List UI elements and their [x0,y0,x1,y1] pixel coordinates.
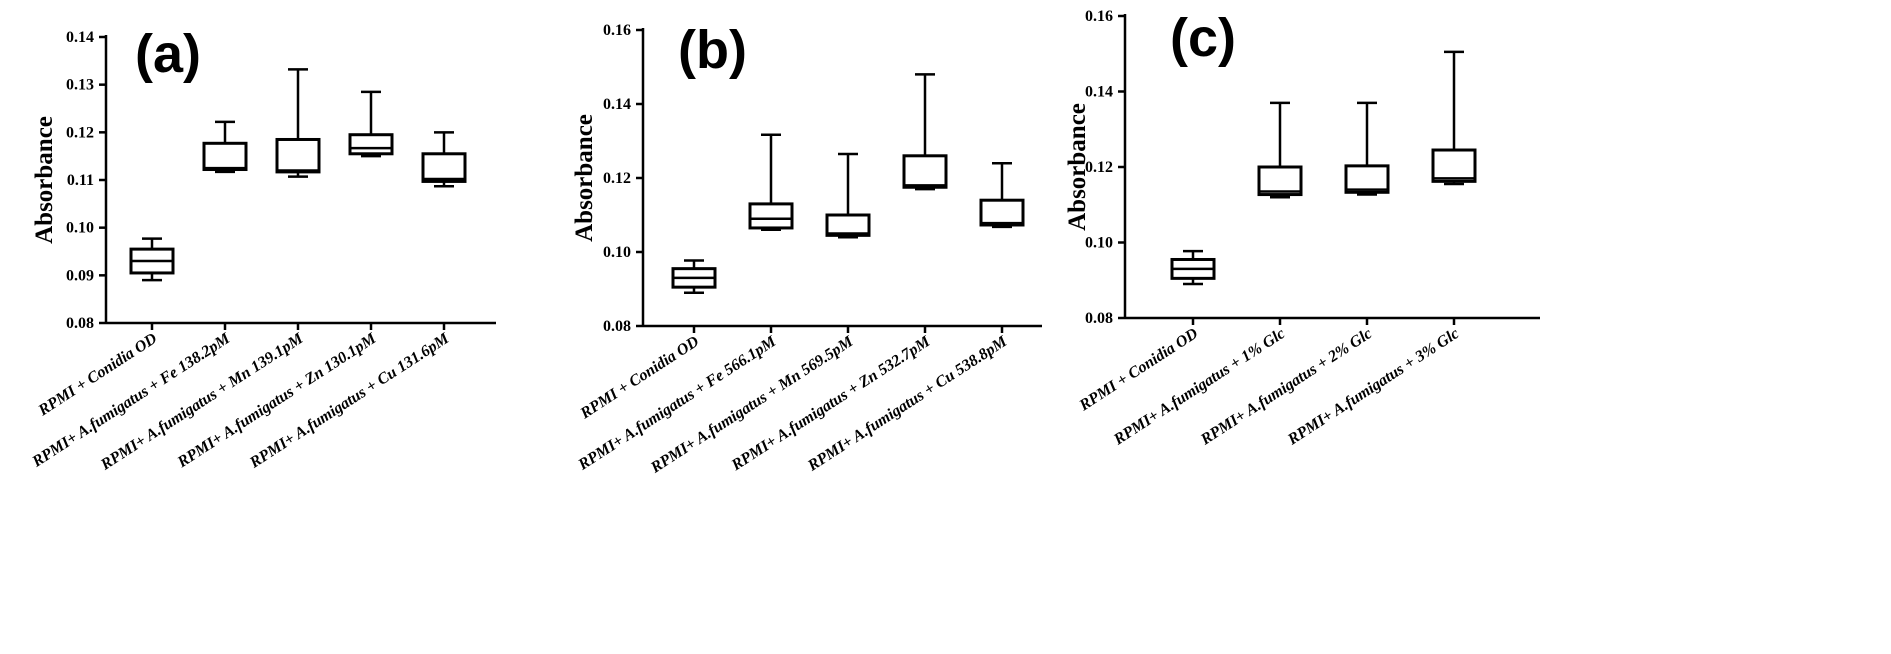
box-plot-3 [275,68,321,178]
y-tick-label: 0.12 [66,124,94,141]
iqr-box [202,141,248,172]
y-tick-label: 0.12 [1085,159,1113,176]
box-plot-2 [202,120,248,174]
y-tick-label: 0.16 [603,22,631,39]
box-plot-5 [979,161,1025,229]
iqr-box [1431,148,1477,183]
y-tick-label: 0.11 [67,172,94,189]
iqr-box [1257,165,1303,197]
box-plot-3 [825,152,871,239]
box-plot-2 [1257,101,1303,199]
y-tick-label: 0.16 [1085,8,1113,25]
y-tick-label: 0.14 [603,96,631,113]
x-tick-label: RPMI+ A.fumigatus + 1% Glc [1110,325,1288,449]
x-tick-label: RPMI+ A.fumigatus + 2% Glc [1197,325,1375,449]
y-tick-label: 0.10 [603,244,631,261]
y-tick-label: 0.10 [1085,235,1113,252]
iqr-box [748,202,794,230]
y-tick-label: 0.09 [66,267,94,284]
y-axis-label: Absorbance [31,116,58,244]
iqr-box [1344,164,1390,194]
iqr-box [825,213,871,237]
y-tick-label: 0.10 [66,220,94,237]
y-tick-label: 0.08 [1085,310,1113,327]
chart-panel-1: (a) Absorbance 0.08 0.09 0.10 0.11 0.12 0.13 0.1… [29,24,496,474]
x-tick-label: RPMI+ A.fumigatus + 3% Glc [1284,325,1462,449]
box-plot-2 [748,133,794,232]
iqr-box [979,198,1025,227]
y-tick-label: 0.08 [603,318,631,335]
box-plot-3 [1344,101,1390,196]
box-plot-4 [902,73,948,191]
y-tick-label: 0.14 [66,29,94,46]
x-tick-label: RPMI + Conidia OD [35,330,161,420]
y-tick-label: 0.08 [66,315,94,332]
iqr-box [902,154,948,189]
box-plot-1 [1170,249,1216,286]
y-tick-label: 0.13 [66,77,94,94]
iqr-box [421,152,467,183]
y-axis-label: Absorbance [1064,103,1091,231]
y-tick-label: 0.12 [603,170,631,187]
panel-label: (a) [135,24,201,84]
iqr-box [348,133,394,156]
panel-label: (b) [678,20,747,80]
iqr-box [275,137,321,174]
y-tick-label: 0.14 [1085,84,1113,101]
panel-label: (c) [1170,8,1236,68]
box-plot-4 [348,90,394,158]
box-plot-1 [671,259,717,294]
box-plot-1 [129,237,175,282]
box-plot-4 [1431,50,1477,186]
y-axis-label: Absorbance [571,114,598,242]
box-plot-5 [421,131,467,188]
